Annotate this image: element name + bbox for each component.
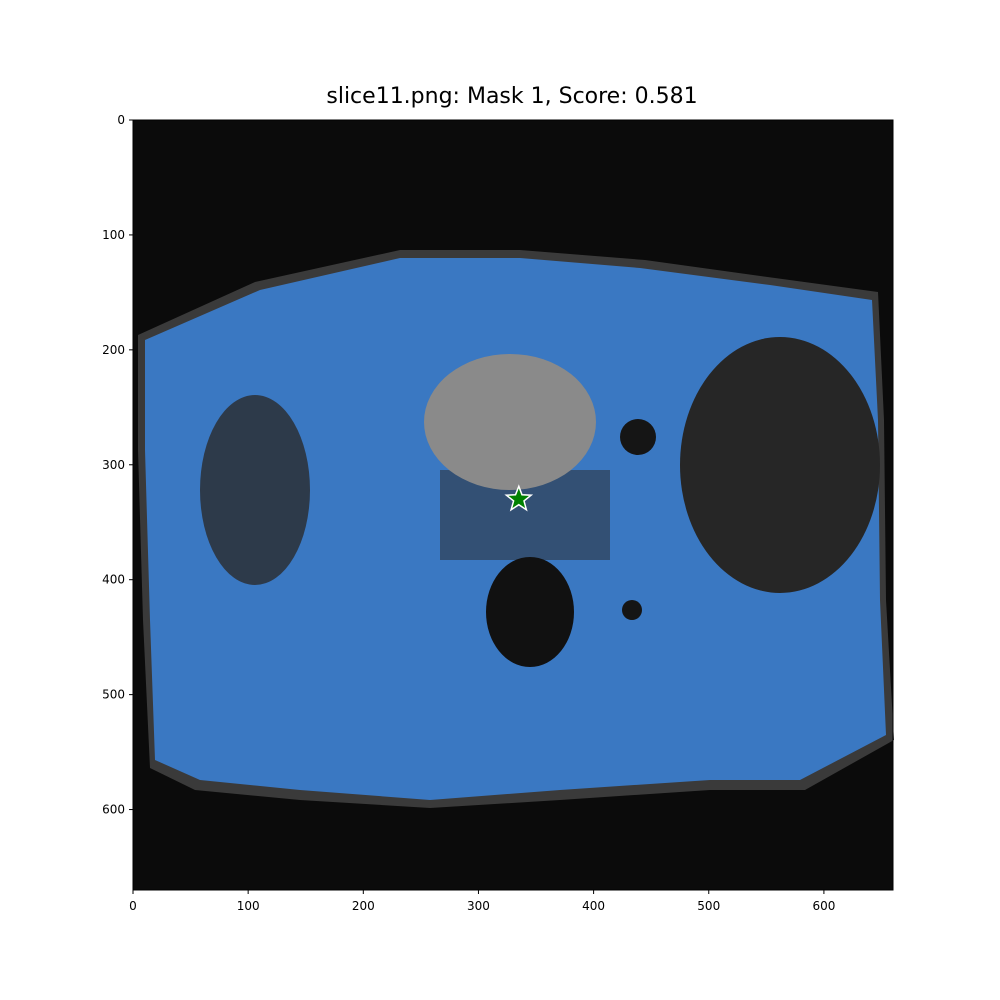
chart-title: slice11.png: Mask 1, Score: 0.581	[326, 84, 697, 109]
image	[133, 120, 894, 890]
bladder	[424, 354, 596, 490]
y-tick-label: 300	[102, 458, 125, 472]
x-tick-label: 300	[467, 899, 490, 913]
y-tick-label: 500	[102, 688, 125, 702]
point-marker	[504, 484, 534, 512]
y-tick-label: 400	[102, 573, 125, 587]
x-tick-label: 100	[237, 899, 260, 913]
x-tick-label: 600	[812, 899, 835, 913]
dark-spot	[622, 600, 642, 620]
x-tick-label: 0	[129, 899, 137, 913]
y-tick-label: 600	[102, 803, 125, 817]
dark-region	[200, 395, 310, 585]
axes-frame	[132, 119, 894, 891]
dark-spot	[620, 419, 656, 455]
x-tick-label: 500	[697, 899, 720, 913]
x-tick-label: 400	[582, 899, 605, 913]
dark-region	[680, 337, 880, 593]
y-tick-label: 100	[102, 228, 125, 242]
x-tick-label: 200	[352, 899, 375, 913]
y-tick-label: 0	[117, 113, 125, 127]
rectum	[486, 557, 574, 667]
y-tick-label: 200	[102, 343, 125, 357]
